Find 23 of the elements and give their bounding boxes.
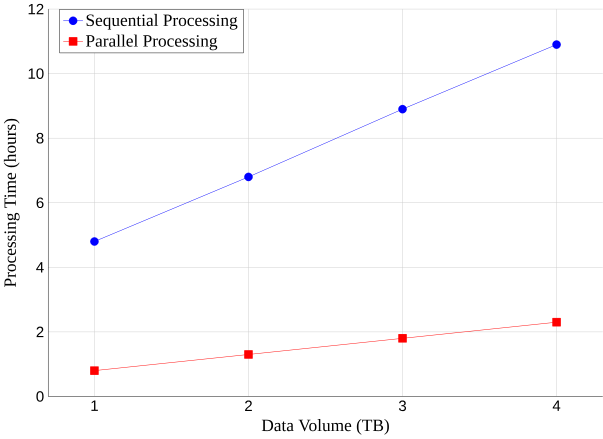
y-tick-label: 2 <box>36 326 44 338</box>
x-tick-label: 2 <box>245 400 252 412</box>
y-tick-label: 4 <box>36 262 44 273</box>
y-tick-label: 8 <box>36 133 44 144</box>
x-tick-label: 1 <box>91 400 98 412</box>
legend-label: Parallel Processing <box>86 34 218 51</box>
x-axis-title: Data Volume (TB) <box>262 419 389 435</box>
point <box>398 334 407 343</box>
point <box>90 237 99 246</box>
point <box>398 105 407 114</box>
x-tick-label: 4 <box>552 400 560 412</box>
point <box>552 40 561 50</box>
x-tick-label: 3 <box>398 400 406 412</box>
y-axis-title: Processing Time (hours) <box>4 119 20 288</box>
y-tick-label: 12 <box>28 4 44 15</box>
point <box>244 172 253 182</box>
y-tick-label: 0 <box>36 391 44 402</box>
legend-label: Sequential Processing <box>86 14 238 30</box>
point <box>90 366 99 376</box>
y-tick-label: 10 <box>28 68 44 80</box>
y-tick-label: 6 <box>36 198 44 208</box>
point <box>552 318 561 327</box>
point <box>244 350 253 359</box>
